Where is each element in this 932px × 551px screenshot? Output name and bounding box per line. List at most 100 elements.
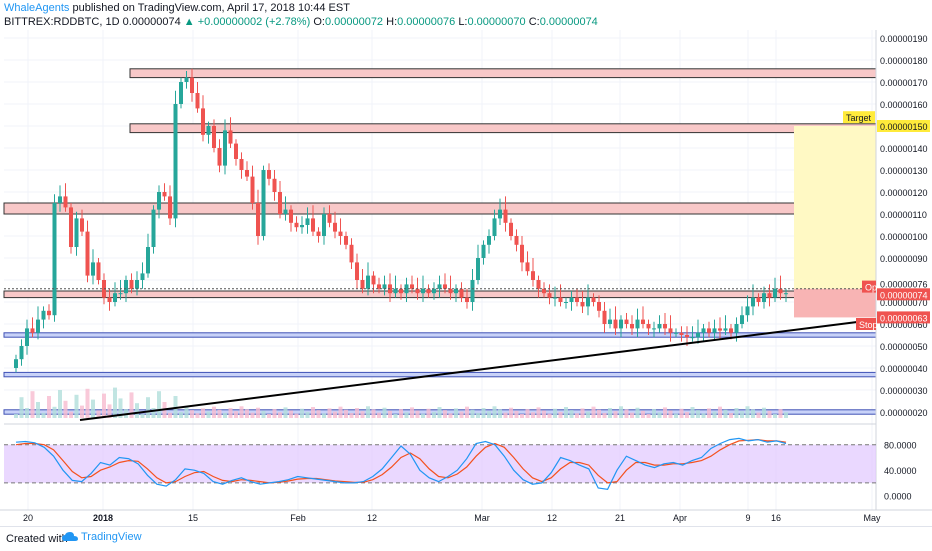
candle-body: [465, 297, 469, 302]
rsi-tick-label: 80.0000: [884, 441, 917, 451]
time-tick-label: Mar: [474, 513, 490, 523]
volume-bar: [712, 411, 717, 418]
volume-bar: [707, 408, 711, 418]
candle-body: [245, 170, 249, 177]
price-axis[interactable]: 0.00000190 0.00000180 0.00000170 0.00000160…: [843, 30, 930, 510]
target-zone: [794, 126, 876, 289]
volume-bar: [487, 411, 491, 418]
candle-body: [432, 288, 436, 294]
candle-body: [58, 196, 62, 203]
volume-bar: [135, 403, 139, 418]
time-tick-label: 12: [367, 513, 377, 523]
candle-body: [377, 284, 381, 289]
candle-body: [19, 346, 24, 360]
volume-bar: [399, 409, 403, 418]
volume-bar: [118, 398, 123, 418]
candle-body: [624, 319, 629, 324]
candle-body: [586, 297, 590, 307]
candle-body: [608, 319, 612, 324]
candle-body: [547, 293, 552, 298]
price-chart[interactable]: 0.00000190 0.00000180 0.00000170 0.00000160…: [0, 0, 932, 526]
candle-body: [74, 218, 79, 247]
rsi-tick-label: 0.0000: [884, 492, 912, 502]
volume-bar: [74, 394, 79, 418]
volume-bar: [564, 407, 568, 418]
volume-bar: [151, 408, 156, 418]
volume-bar: [69, 411, 73, 418]
candle-body: [597, 302, 601, 311]
candle-body: [553, 297, 557, 299]
candle-body: [366, 275, 370, 289]
stop-label: Stop: [859, 320, 878, 330]
price-tick-label: 0.00000180: [880, 56, 928, 66]
price-tick-label: 0.00000170: [880, 78, 928, 88]
volume-bar: [228, 408, 233, 418]
volume-bar: [283, 407, 288, 418]
candle-body: [745, 306, 750, 316]
volume-bar: [245, 409, 249, 418]
candle-body: [206, 126, 211, 135]
candle-body: [481, 244, 486, 258]
candle-body: [173, 104, 178, 219]
price-tick-label: 0.00000140: [880, 144, 928, 154]
published-text: published on TradingView.com, April 17, …: [72, 2, 350, 14]
volume-bar: [734, 408, 739, 418]
last-price-tag: 0.00000074: [880, 290, 928, 300]
volume-bar: [575, 413, 579, 418]
time-tick-label: 15: [188, 513, 198, 523]
price-tick-label: 0.00000020: [880, 408, 928, 418]
change-value: ▲ +0.00000002 (+2.78%): [183, 16, 311, 28]
candle-body: [498, 209, 502, 219]
volume-bar: [322, 413, 326, 418]
price-tick-label: 0.00000050: [880, 342, 928, 352]
stop-zone: [794, 288, 876, 318]
symbol-label[interactable]: BITTREX:RDDBTC, 1D: [4, 16, 120, 28]
volume-bar: [107, 404, 112, 418]
volume-bar: [311, 407, 315, 418]
candle-body: [404, 284, 409, 294]
price-tick-label: 0.00000160: [880, 100, 928, 110]
candle-body: [311, 218, 315, 232]
candle-body: [283, 209, 288, 214]
volume-bar: [234, 411, 238, 418]
volume-bar: [305, 411, 310, 418]
author-link[interactable]: WhaleAgents: [4, 2, 70, 14]
volume-bar: [52, 406, 57, 418]
volume-bar: [613, 411, 618, 418]
candle-body: [80, 218, 84, 232]
time-tick-label: May: [863, 513, 881, 523]
tradingview-brand[interactable]: TradingView: [62, 531, 142, 543]
low-value: 0.00000070: [467, 16, 526, 28]
volume-bar: [179, 411, 183, 418]
close-value: 0.00000074: [539, 16, 598, 28]
candle-body: [674, 332, 678, 334]
candle-body: [454, 288, 458, 294]
volume-bar: [426, 408, 431, 418]
stoch-rsi-pane: 80.0000 40.0000 0.0000: [4, 423, 917, 502]
high-label: H:: [386, 16, 398, 28]
price-tick-label: 0.00000130: [880, 166, 928, 176]
time-tick-label: 20: [23, 513, 33, 523]
candle-body: [256, 203, 260, 236]
candle-body: [289, 209, 293, 223]
volume-bar: [437, 407, 442, 418]
volume-bar: [740, 411, 744, 418]
volume-bar: [679, 408, 684, 418]
volume-bar: [767, 410, 772, 418]
volume-bar: [410, 407, 414, 418]
volume-bar: [443, 410, 447, 418]
volume-bar: [690, 407, 695, 418]
volume-bar: [41, 412, 46, 418]
candle-body: [30, 328, 35, 333]
candle-body: [344, 236, 348, 245]
volume-bar: [536, 407, 541, 418]
candle-body: [393, 288, 398, 294]
target-price-tag: 0.00000150: [880, 122, 928, 132]
volume-bar: [723, 409, 728, 418]
time-axis[interactable]: 20 2018 15 Feb 12 Mar 12 21 Apr 9 16 May: [0, 509, 932, 523]
publish-line: WhaleAgents published on TradingView.com…: [4, 2, 350, 14]
close-label: C:: [528, 16, 540, 28]
candle-body: [349, 244, 354, 263]
created-with-text: Created with: [6, 533, 68, 545]
volume-bar: [404, 412, 409, 418]
